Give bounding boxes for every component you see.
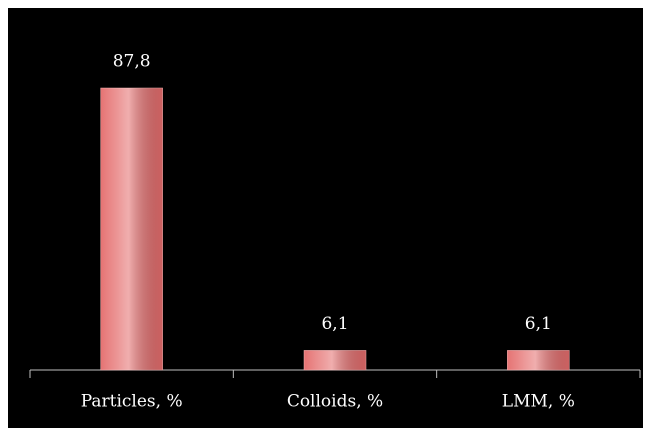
- data-label: 87,8: [113, 52, 151, 72]
- bar-highlight: [507, 350, 570, 370]
- bar-highlight: [100, 88, 163, 370]
- x-tick-label: Particles, %: [81, 392, 183, 412]
- bar-highlight: [304, 350, 366, 370]
- data-label: 6,1: [321, 314, 348, 334]
- x-tick-label: Colloids, %: [287, 392, 383, 412]
- x-tick-label: LMM, %: [502, 392, 575, 412]
- data-label: 6,1: [525, 314, 552, 334]
